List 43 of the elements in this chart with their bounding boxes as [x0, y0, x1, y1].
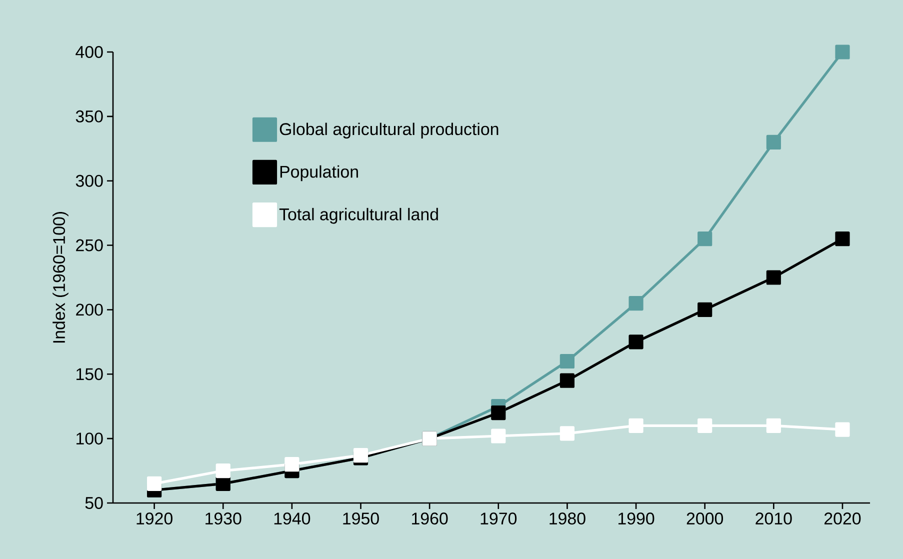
point — [147, 476, 162, 491]
x-tick-label: 1930 — [206, 512, 242, 525]
point — [766, 134, 781, 150]
y-tick-label: 250 — [76, 239, 103, 252]
legend-label: Total agricultural land — [279, 208, 438, 224]
x-tick-label: 2000 — [686, 512, 724, 525]
point — [628, 334, 644, 350]
point — [628, 418, 644, 433]
point — [491, 428, 506, 444]
y-tick-label: 350 — [76, 110, 103, 122]
point — [835, 44, 850, 60]
legend-label: Population — [280, 165, 358, 182]
point — [560, 426, 574, 441]
point — [284, 457, 300, 472]
point — [835, 422, 850, 437]
point — [491, 406, 506, 420]
x-tick-label: 1980 — [550, 512, 586, 525]
y-tick-label: 300 — [76, 174, 103, 187]
point — [560, 354, 574, 369]
point — [216, 463, 230, 478]
x-tick-label: 1950 — [343, 512, 379, 525]
point — [698, 418, 712, 433]
x-tick-label: 1990 — [618, 512, 654, 525]
y-tick-label: 100 — [76, 432, 103, 445]
y-tick-label: 400 — [76, 46, 103, 58]
x-tick-label: 1920 — [136, 512, 172, 525]
point — [698, 232, 712, 246]
point — [835, 232, 850, 246]
x-tick-label: 2020 — [824, 512, 861, 525]
point — [560, 373, 574, 388]
x-tick-label: 1940 — [274, 512, 310, 525]
y-axis-title: Index (1960=100) — [52, 212, 68, 343]
x-tick-label: 1970 — [480, 512, 517, 525]
point — [766, 418, 781, 433]
y-tick-label: 150 — [76, 368, 103, 380]
y-tick-label: 200 — [76, 304, 103, 316]
point — [628, 296, 644, 311]
point — [766, 270, 781, 285]
legend-label: Global agricultural production — [280, 122, 498, 139]
y-tick-label: 50 — [85, 497, 103, 509]
x-tick-label: 1960 — [412, 512, 448, 525]
point — [698, 302, 712, 318]
x-tick-label: 2010 — [756, 512, 792, 525]
